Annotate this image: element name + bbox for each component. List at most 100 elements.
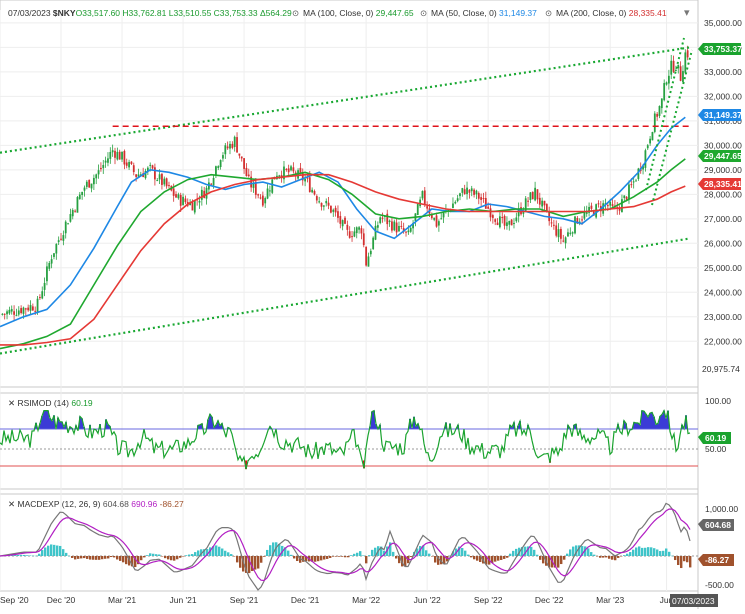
macd-histogram-bar	[629, 552, 632, 556]
candle-body	[353, 231, 356, 237]
candle-body	[484, 197, 487, 209]
candle-body	[1, 313, 4, 315]
candle-body	[489, 208, 492, 218]
macd-histogram-bar	[659, 551, 662, 556]
candle-body	[327, 202, 330, 206]
candle-body	[376, 225, 379, 228]
candle-body	[665, 82, 668, 85]
macd-histogram-bar	[476, 556, 479, 561]
macd-legend: ✕ MACDEXP (12, 26, 9) 604.68 690.96 -86.…	[8, 499, 184, 509]
candle-body	[212, 177, 215, 186]
macd-histogram-bar	[140, 556, 143, 561]
rsi-value-tag: 60.19	[698, 432, 731, 444]
macd-histogram-bar	[665, 548, 668, 556]
candle-body	[632, 181, 635, 183]
candle-body	[341, 220, 344, 227]
candle-body	[590, 205, 593, 209]
candle-body	[172, 188, 175, 196]
macd-histogram-bar	[296, 556, 299, 562]
current-date-tag: 07/03/2023	[670, 594, 718, 607]
macd-histogram-bar	[635, 547, 638, 556]
candle-body	[64, 221, 67, 234]
rsi-line	[0, 408, 691, 470]
candle-body	[496, 222, 499, 226]
candle-body	[571, 232, 574, 234]
candle-body	[83, 187, 86, 191]
candle-body	[684, 52, 687, 73]
macd-histogram-bar	[689, 556, 692, 568]
candle-body	[125, 162, 128, 166]
macd-histogram-bar	[530, 546, 533, 556]
candle-body	[123, 150, 126, 165]
candle-body	[541, 200, 544, 207]
macd-histogram-bar	[491, 556, 494, 563]
candle-body	[630, 184, 633, 186]
y-tick-label: 26,000.00	[704, 238, 742, 248]
macd-histogram-bar	[179, 556, 182, 558]
macd-histogram-bar	[359, 551, 362, 556]
macd-histogram-bar	[431, 556, 434, 557]
candle-body	[506, 222, 508, 227]
candle-body	[477, 193, 480, 199]
candle-body	[156, 180, 159, 182]
macd-histogram-bar	[215, 545, 218, 556]
macd-histogram-bar	[53, 544, 56, 556]
candle-body	[48, 263, 51, 269]
candle-body	[191, 202, 194, 211]
macd-histogram-bar	[317, 556, 320, 562]
candle-body	[628, 184, 630, 200]
macd-histogram-bar	[302, 556, 305, 562]
macd-histogram-bar	[47, 545, 50, 556]
candle-body	[205, 187, 208, 199]
candle-body	[95, 174, 98, 179]
macd-histogram-bar	[470, 556, 473, 558]
candle-body	[651, 132, 654, 141]
candle-body	[564, 237, 567, 244]
candle-body	[381, 217, 384, 219]
candle-body	[407, 230, 410, 233]
candle-body	[285, 168, 288, 170]
macd-histogram-bar	[212, 546, 215, 556]
macd-histogram-bar	[299, 556, 302, 563]
macd-histogram-bar	[443, 556, 446, 564]
macd-histogram-bar	[662, 550, 665, 556]
candle-body	[118, 151, 121, 160]
x-tick-label: Jun '21	[169, 595, 196, 605]
candle-body	[611, 204, 614, 206]
macd-histogram-bar	[113, 556, 116, 558]
candle-body	[104, 160, 107, 163]
macd-histogram-bar	[383, 550, 386, 556]
macd-histogram-bar	[17, 554, 20, 556]
macd-histogram-bar	[509, 553, 512, 556]
candle-body	[151, 165, 154, 169]
ma-legend: ⊙ MA (100, Close, 0) 29,447.65 ⊙ MA (50,…	[292, 7, 690, 19]
candle-body	[78, 194, 81, 200]
macd-histogram-bar	[434, 556, 437, 563]
lower-channel-line	[0, 237, 691, 355]
candle-body	[463, 189, 466, 195]
candle-body	[318, 201, 321, 203]
candle-body	[226, 146, 229, 149]
ma200-line	[0, 173, 686, 346]
candle-body	[219, 160, 222, 168]
candle-body	[90, 183, 93, 189]
macd-histogram-bar	[206, 549, 209, 556]
candle-body	[130, 161, 133, 165]
macd-histogram-bar	[398, 556, 401, 564]
macd-histogram-bar	[515, 548, 518, 556]
macd-histogram-bar	[134, 556, 137, 568]
candle-body	[545, 204, 548, 212]
candle-body	[625, 196, 628, 200]
macd-histogram-bar	[497, 556, 500, 561]
ma200-price-tag: 28,335.41	[698, 178, 742, 190]
macd-histogram-bar	[449, 555, 452, 557]
macd-histogram-bar	[80, 556, 83, 559]
candle-body	[121, 151, 123, 160]
macd-histogram-bar	[332, 556, 335, 557]
candle-body	[400, 225, 403, 227]
candle-body	[437, 221, 440, 226]
candle-body	[268, 190, 271, 192]
candle-body	[128, 161, 130, 168]
candle-body	[667, 75, 670, 84]
